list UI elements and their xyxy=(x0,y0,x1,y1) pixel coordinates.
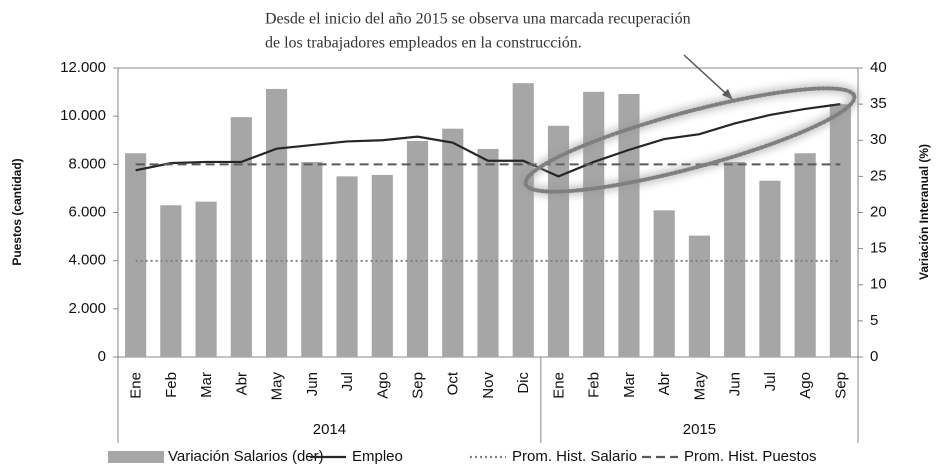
x-tick-label: Mar xyxy=(621,372,638,398)
x-tick-label: Jul xyxy=(762,372,779,391)
y-tick-label: 8.000 xyxy=(68,155,106,172)
x-tick-label: Ago xyxy=(374,372,391,399)
y-tick-label: 10.000 xyxy=(60,107,106,124)
x-tick-label: Abr xyxy=(656,372,673,395)
x-tick-label: Ago xyxy=(797,372,814,399)
line xyxy=(135,103,841,178)
annotation: de los trabajadores empleados en la cons… xyxy=(265,35,582,52)
bar xyxy=(618,94,640,357)
y2-tick-label: 20 xyxy=(870,203,887,220)
plot: 0 2.000 4.000 6.000 8.000 10.000 12.000 0 5 10 15 2… xyxy=(60,59,887,465)
bar xyxy=(266,88,288,357)
x-tick-label: Mar xyxy=(198,372,215,398)
bar xyxy=(724,161,746,357)
y2-axis-title: Variación Interanual (%) xyxy=(917,144,931,280)
bar xyxy=(160,205,182,357)
bar xyxy=(371,174,393,357)
legend-label: Prom. Hist. Puestos xyxy=(684,448,817,465)
x-tick-label: May xyxy=(269,372,286,401)
bar xyxy=(230,117,252,357)
bar xyxy=(301,161,323,357)
x-tick-label: Jun xyxy=(727,372,744,396)
bar xyxy=(688,235,710,357)
x-tick-label: Jul xyxy=(339,372,356,391)
group-label: 2014 xyxy=(313,421,346,438)
bar xyxy=(125,153,147,357)
legend-label: Empleo xyxy=(352,448,403,465)
bar xyxy=(583,91,605,357)
x-tick-label: Jun xyxy=(304,372,321,396)
y-tick-label: 6.000 xyxy=(68,203,106,220)
x-tick-label: Oct xyxy=(445,371,462,395)
x-tick-label: Feb xyxy=(163,372,180,398)
bar xyxy=(829,104,851,357)
y2-tick-label: 30 xyxy=(870,131,887,148)
bar xyxy=(336,176,358,357)
y-tick-label: 0 xyxy=(98,348,106,365)
bar xyxy=(406,140,429,357)
y2-tick-label: 40 xyxy=(870,59,887,76)
x-tick-label: Ene xyxy=(128,372,145,399)
x-tick-label: Abr xyxy=(233,372,250,395)
y2-tick-label: 25 xyxy=(870,167,887,184)
y-tick-label: 12.000 xyxy=(60,59,106,76)
bar xyxy=(442,128,464,357)
bar xyxy=(653,210,675,357)
y2-tick-label: 10 xyxy=(870,276,887,293)
x-tick-label: May xyxy=(691,372,708,401)
bar xyxy=(547,125,570,357)
legend-label: Variación Salarios (der) xyxy=(168,448,324,465)
x-tick-label: Nov xyxy=(480,372,497,399)
bar xyxy=(477,148,499,357)
x-tick-label: Feb xyxy=(586,372,603,398)
x-tick-label: Sep xyxy=(409,372,426,399)
highlight-ellipse xyxy=(523,86,857,194)
group-label: 2015 xyxy=(683,421,716,438)
y2-tick-label: 5 xyxy=(870,312,878,329)
y-tick-label: 2.000 xyxy=(68,300,106,317)
y2-tick-label: 35 xyxy=(870,95,887,112)
y-axis-title: Puestos (cantidad) xyxy=(10,158,24,265)
annotation: Desde el inicio del año 2015 se observa … xyxy=(265,11,691,28)
bar xyxy=(195,201,217,357)
legend-label: Prom. Hist. Salario xyxy=(512,448,637,465)
legend-swatch xyxy=(108,451,164,463)
y-tick-label: 4.000 xyxy=(68,252,106,269)
bar xyxy=(512,83,534,358)
bar xyxy=(794,153,816,357)
bar xyxy=(759,180,781,357)
x-tick-label: Sep xyxy=(832,372,849,399)
y2-tick-label: 15 xyxy=(870,240,887,257)
x-tick-label: Ene xyxy=(550,372,567,399)
y2-tick-label: 0 xyxy=(870,348,878,365)
x-tick-label: Dic xyxy=(515,372,532,394)
